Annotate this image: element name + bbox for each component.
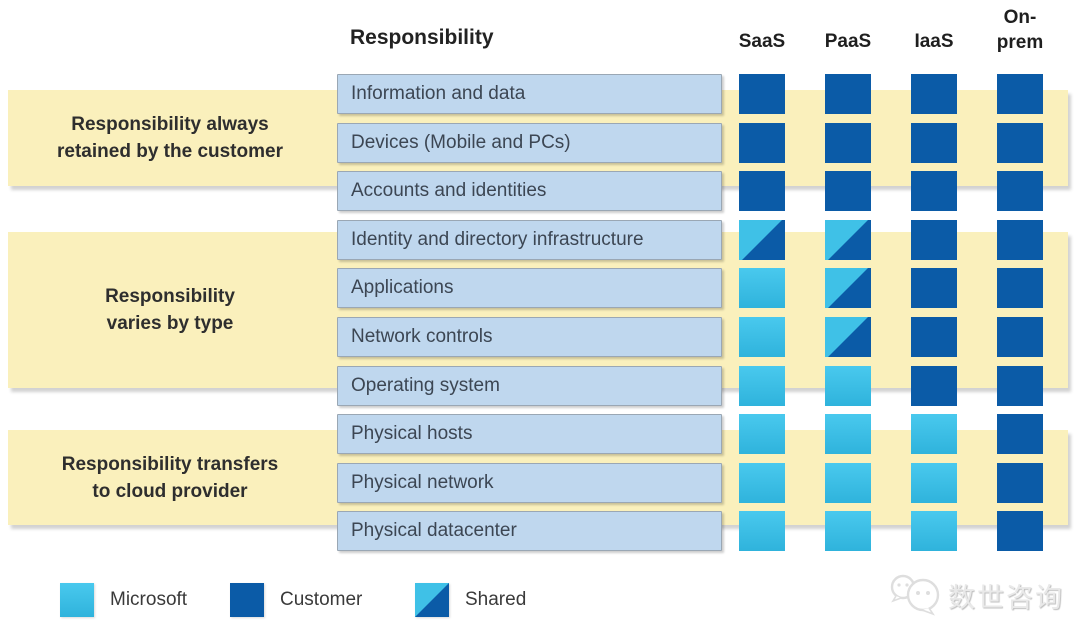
group-label-line: to cloud provider (92, 480, 248, 502)
group-label-line: Responsibility (105, 286, 235, 307)
row-label: Accounts and identities (337, 171, 722, 212)
legend-swatch-microsoft (60, 583, 94, 617)
matrix-cell-customer (825, 74, 871, 114)
matrix-cell-customer (911, 365, 957, 406)
matrix-cell-customer (825, 171, 871, 212)
matrix-cell-customer (825, 122, 871, 163)
matrix-cell-microsoft (739, 414, 785, 455)
matrix-cell-microsoft (739, 317, 785, 357)
legend-label: Customer (280, 589, 363, 610)
row-label: Devices (Mobile and PCs) (337, 122, 722, 163)
watermark-text: 数世咨询 (948, 582, 1064, 614)
matrix-cell-microsoft (911, 414, 957, 455)
legend-swatch-customer (230, 583, 264, 617)
group-label: Responsibility transfers to cloud provide… (5, 451, 335, 505)
row-label: Information and data (337, 74, 722, 114)
legend-item-microsoft: Microsoft (60, 583, 187, 617)
matrix-cell-customer (997, 414, 1043, 455)
row-label: Physical hosts (337, 414, 722, 455)
legend-label: Microsoft (110, 589, 188, 610)
matrix-cell-microsoft (911, 462, 957, 503)
matrix-cell-microsoft (825, 511, 871, 552)
matrix-cell-customer (997, 365, 1043, 406)
legend-swatch-shared (415, 583, 449, 617)
matrix-cell-customer (739, 74, 785, 114)
matrix-cell-microsoft (739, 365, 785, 406)
matrix-cell-microsoft (739, 462, 785, 503)
group-label: Responsibility always retained by the cus… (5, 111, 335, 165)
row-label: Physical datacenter (337, 511, 722, 552)
column-header-line: IaaS (914, 31, 954, 52)
page-title: Responsibility (350, 26, 494, 49)
matrix-cell-customer (911, 268, 957, 309)
matrix-cell-customer (997, 511, 1043, 552)
matrix-cell-customer (911, 122, 957, 163)
matrix-cell-customer (997, 268, 1043, 309)
matrix-cell-customer (997, 74, 1043, 114)
column-header-saas: SaaS (717, 29, 807, 54)
matrix-cell-customer (739, 122, 785, 163)
row-label: Network controls (337, 317, 722, 357)
matrix-cell-microsoft (911, 511, 957, 552)
matrix-cell-customer (911, 219, 957, 260)
column-header-line: prem (996, 32, 1044, 53)
matrix-cell-microsoft (825, 365, 871, 406)
matrix-cell-microsoft (825, 462, 871, 503)
legend-label: Shared (465, 589, 527, 610)
chat-bubbles-logo-icon (890, 574, 940, 616)
column-header-on-prem: On-prem (975, 5, 1065, 55)
matrix-cell-microsoft (739, 511, 785, 552)
matrix-cell-customer (997, 219, 1043, 260)
legend-item-shared: Shared (415, 583, 526, 617)
matrix-cell-microsoft (825, 414, 871, 455)
group-label-line: Responsibility transfers (61, 453, 279, 475)
matrix-cell-customer (997, 122, 1043, 163)
matrix-cell-customer (911, 317, 957, 357)
column-header-line: On- (1003, 7, 1037, 28)
matrix-cell-shared (825, 268, 871, 309)
row-label: Applications (337, 268, 722, 309)
row-label: Operating system (337, 365, 722, 406)
column-header-line: SaaS (738, 31, 786, 52)
group-label: Responsibility varies by type (5, 283, 335, 337)
matrix-cell-customer (911, 171, 957, 212)
matrix-cell-customer (997, 317, 1043, 357)
column-header-iaas: IaaS (889, 29, 979, 54)
group-label-line: Responsibility always (71, 114, 269, 135)
watermark: 数世咨询 (888, 572, 1064, 618)
column-header-paas: PaaS (803, 29, 893, 54)
group-label-line: varies by type (106, 313, 234, 334)
matrix-cell-shared (825, 219, 871, 260)
group-label-line: retained by the customer (57, 141, 283, 162)
matrix-cell-customer (997, 462, 1043, 503)
matrix-cell-shared (739, 219, 785, 260)
row-label: Physical network (337, 462, 722, 503)
row-label: Identity and directory infrastructure (337, 219, 722, 260)
legend-item-customer: Customer (230, 583, 362, 617)
matrix-cell-customer (911, 74, 957, 114)
matrix-cell-customer (739, 171, 785, 212)
column-header-line: PaaS (824, 31, 872, 52)
matrix-cell-microsoft (739, 268, 785, 309)
matrix-cell-customer (997, 171, 1043, 212)
matrix-cell-shared (825, 317, 871, 357)
